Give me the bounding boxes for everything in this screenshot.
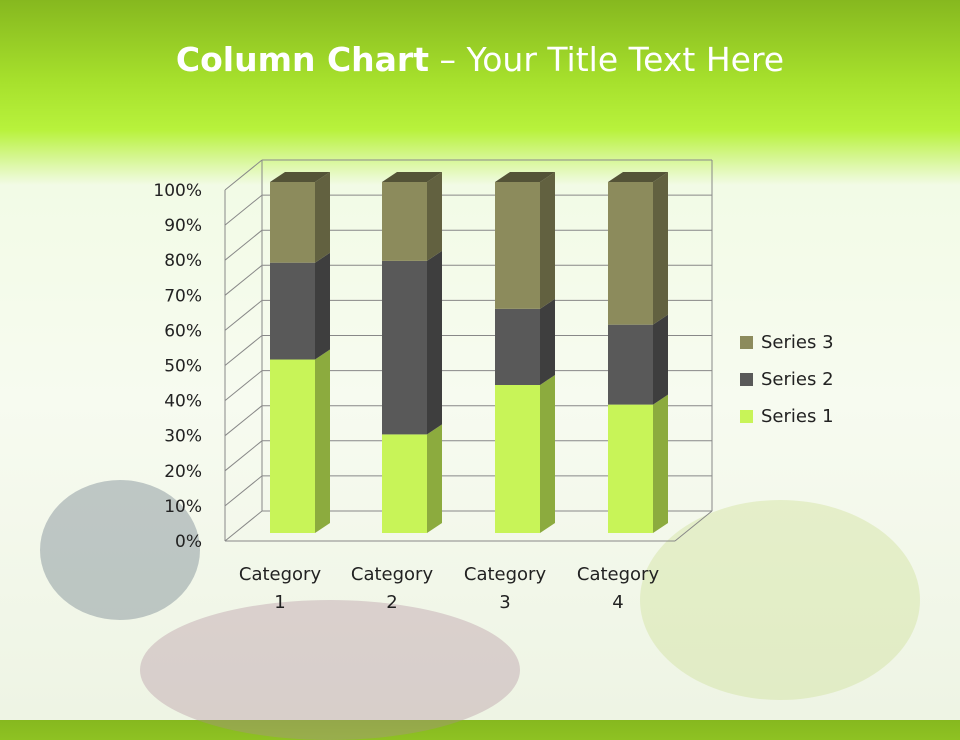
bar-series-2: [608, 324, 653, 405]
bar-side: [427, 424, 442, 533]
bar-series-1: [608, 404, 653, 533]
x-tick-label: Category: [239, 564, 322, 585]
bar-side: [427, 172, 442, 261]
page-title: Column Chart – Your Title Text Here: [175, 40, 785, 79]
x-tick-label: Category: [464, 564, 547, 585]
x-tick-label: 3: [499, 592, 510, 613]
bar-series-2: [495, 308, 540, 385]
bar-side: [653, 394, 668, 533]
x-tick-label: 2: [386, 592, 397, 613]
column-chart: 0% 10% 20% 30% 40% 50% 60% 70% 80% 90% 100% Categor…: [153, 159, 713, 613]
gridline-side: [224, 335, 263, 366]
gridline-side: [224, 229, 263, 261]
x-tick-label: Category: [351, 564, 434, 585]
legend-swatch: [740, 373, 753, 386]
bar-top: [270, 172, 330, 182]
y-tick-label: 0%: [175, 532, 202, 552]
bar-side: [653, 314, 668, 405]
bar-series-3: [270, 182, 315, 263]
gridline-side: [224, 440, 263, 472]
legend-swatch: [740, 410, 753, 423]
legend-label: Series 3: [761, 332, 834, 353]
bar-side: [315, 349, 330, 533]
gridline-side: [224, 510, 263, 542]
legend-item: Series 2: [740, 369, 834, 390]
bar-side: [540, 374, 555, 533]
bar-side: [315, 172, 330, 263]
gridline-side: [224, 194, 263, 226]
x-tick-label: Category: [577, 564, 660, 585]
bar-top: [382, 172, 442, 182]
y-tick-label: 20%: [164, 462, 202, 482]
gridline-side: [224, 405, 263, 437]
bar-side: [653, 172, 668, 325]
bar-series-1: [270, 359, 315, 533]
bar-side: [540, 298, 555, 385]
bar-side: [315, 252, 330, 360]
bar-series-3: [382, 182, 427, 261]
bar-series-1: [495, 384, 540, 533]
bar-series-3: [608, 182, 653, 325]
legend-item: Series 3: [740, 332, 834, 353]
gridline-side: [224, 475, 263, 507]
bar-series-2: [270, 262, 315, 360]
y-tick-label: 80%: [164, 251, 202, 271]
gridline-side: [224, 300, 263, 331]
floor-side: [674, 510, 713, 542]
y-tick-label: 70%: [164, 286, 202, 306]
legend-label: Series 2: [761, 369, 834, 390]
y-tick-label: 60%: [164, 321, 202, 341]
x-tick-label: 4: [612, 592, 623, 613]
legend-swatch: [740, 336, 753, 349]
gridline-side: [224, 370, 263, 401]
bar-top: [495, 172, 555, 182]
y-tick-label: 90%: [164, 216, 202, 236]
bar-series-1: [382, 434, 427, 533]
y-tick-label: 30%: [164, 427, 202, 447]
x-tick-label: 1: [274, 592, 285, 613]
y-tick-label: 10%: [164, 497, 202, 517]
y-tick-label: 100%: [153, 181, 202, 201]
gridline-side: [224, 264, 263, 296]
bar-series-2: [382, 260, 427, 435]
gridline-side: [224, 159, 263, 191]
y-tick-label: 50%: [164, 357, 202, 377]
grapes-background-right: [640, 500, 920, 700]
bar-top: [608, 172, 668, 182]
grapes-background-bottom: [140, 600, 520, 740]
bar-series-3: [495, 182, 540, 309]
bar-side: [540, 172, 555, 309]
legend-label: Series 1: [761, 406, 834, 427]
bar-side: [427, 250, 442, 435]
y-tick-label: 40%: [164, 392, 202, 412]
grapes-background-left: [40, 480, 200, 620]
legend-item: Series 1: [740, 406, 834, 427]
